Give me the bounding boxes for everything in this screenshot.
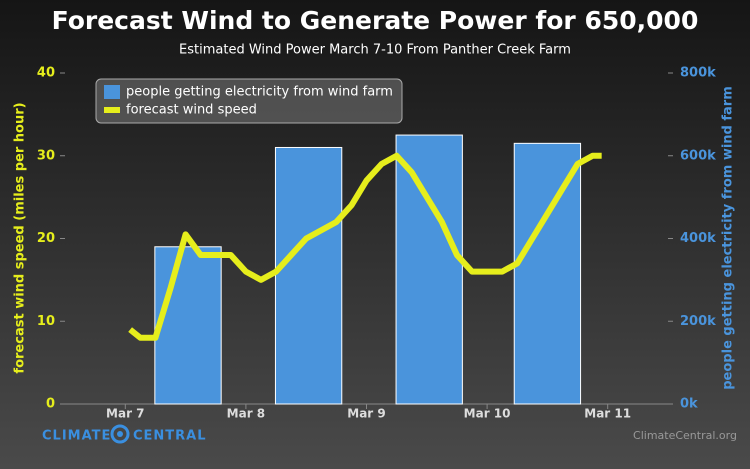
y2-tick-label: 200k	[680, 314, 716, 329]
legend-label: forecast wind speed	[126, 103, 257, 118]
x-tick-label: Mar 7	[106, 407, 144, 421]
y-tick-label: 40	[37, 66, 55, 81]
y-tick-label: 10	[37, 314, 55, 329]
wind-line	[128, 152, 602, 341]
x-tick-label: Mar 9	[347, 407, 385, 421]
legend-swatch	[104, 107, 120, 113]
chart-title: Forecast Wind to Generate Power for 650,…	[52, 6, 699, 35]
bar	[154, 246, 222, 405]
y2-tick-label: 0k	[680, 397, 698, 412]
logo-left: CLIMATE	[42, 429, 111, 444]
source: ClimateCentral.org	[633, 429, 737, 442]
x-tick-label: Mar 8	[227, 407, 265, 421]
y-tick-label: 0	[46, 397, 55, 412]
logo-icon	[117, 431, 123, 437]
bar	[513, 142, 582, 405]
bar	[274, 146, 343, 405]
y-tick-label: 30	[37, 148, 55, 163]
legend-swatch	[104, 85, 120, 99]
y2-tick-label: 400k	[680, 231, 716, 246]
logo-right: CENTRAL	[133, 429, 207, 444]
y2-tick-label: 800k	[680, 66, 716, 81]
y2-tick-label: 600k	[680, 148, 716, 163]
x-tick-label: Mar 10	[464, 407, 511, 421]
chart-subtitle: Estimated Wind Power March 7-10 From Pan…	[179, 43, 571, 58]
y-tick-label: 20	[37, 231, 55, 246]
bar	[395, 134, 463, 405]
legend-box	[95, 78, 403, 124]
y2-axis-label: people getting electricity from wind far…	[721, 86, 736, 390]
x-tick-label: Mar 11	[584, 407, 631, 421]
y-axis-label: forecast wind speed (miles per hour)	[13, 102, 28, 373]
logo-icon	[110, 424, 130, 444]
legend-label: people getting electricity from wind far…	[126, 85, 393, 100]
